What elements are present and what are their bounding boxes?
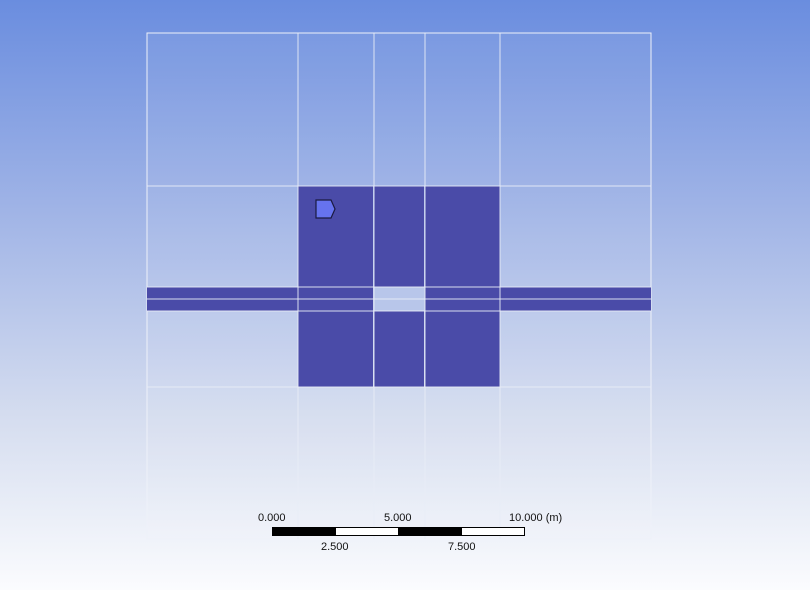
face-selection-icon[interactable] xyxy=(315,199,337,219)
body-block-upper-center[interactable] xyxy=(374,186,424,287)
body-block-upper-left[interactable] xyxy=(298,186,373,287)
body-block-upper-right[interactable] xyxy=(425,186,500,287)
body-block-lower-right[interactable] xyxy=(425,311,500,387)
body-block-lower-center[interactable] xyxy=(374,311,424,387)
body-block-lower-left[interactable] xyxy=(298,311,373,387)
mesh-grid-lines xyxy=(147,33,651,539)
